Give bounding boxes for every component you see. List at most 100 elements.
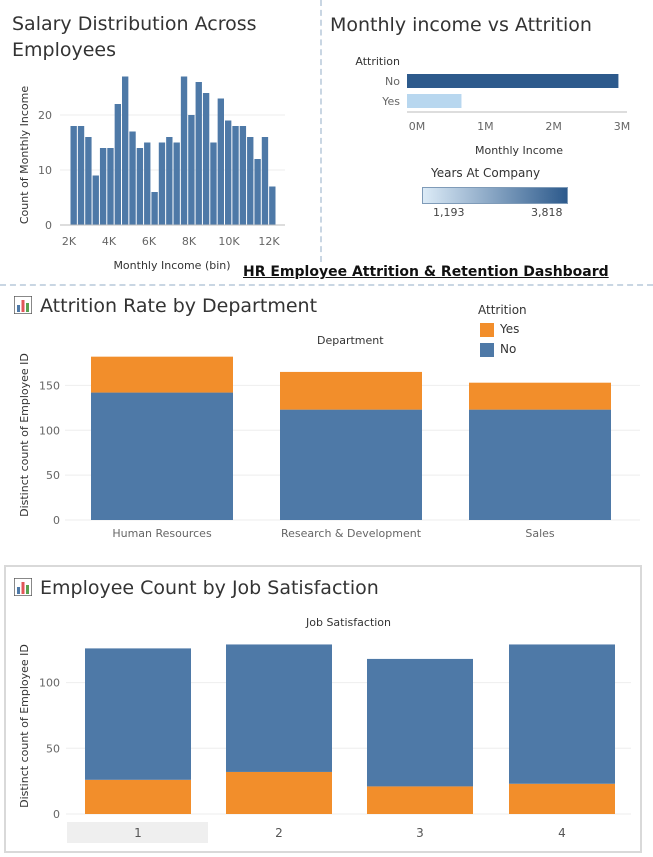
job-category-label: 3 [416, 826, 424, 840]
hist-y-tick: 0 [45, 219, 52, 232]
income-x-tick: 1M [477, 120, 494, 133]
dept-category-label: Research & Development [281, 527, 422, 540]
hist-bar[interactable] [85, 137, 92, 225]
dept-bar-yes[interactable] [469, 382, 611, 410]
legend-item-yes[interactable]: Yes [480, 322, 519, 337]
legend-item-no[interactable]: No [480, 342, 516, 357]
hist-bar[interactable] [92, 175, 99, 226]
hist-bar[interactable] [269, 186, 276, 226]
hist-bar[interactable] [129, 131, 136, 226]
dept-bar-no[interactable] [469, 409, 611, 520]
years-legend-min: 1,193 [433, 206, 465, 219]
department-column-header: Department [317, 334, 384, 347]
hist-bar[interactable] [158, 142, 166, 226]
job-chart-title: Employee Count by Job Satisfaction [40, 577, 379, 599]
hist-bar[interactable] [151, 192, 158, 225]
dept-bar-no[interactable] [91, 392, 233, 520]
hist-x-tick: 12K [258, 235, 280, 248]
hist-bar[interactable] [195, 82, 202, 225]
department-chart-header: Attrition Rate by Department [14, 295, 317, 317]
hist-bar[interactable] [70, 126, 77, 225]
hist-bar[interactable] [188, 115, 195, 225]
hist-y-tick: 10 [38, 164, 52, 177]
years-legend-title: Years At Company [431, 166, 541, 180]
salary-chart-title: Salary Distribution Across Employees [12, 13, 257, 61]
attrition-legend-title: Attrition [478, 303, 527, 317]
bar-chart-icon [14, 296, 32, 314]
hist-bar[interactable] [261, 137, 269, 225]
dept-y-tick: 150 [39, 379, 60, 392]
income-x-tick: 0M [409, 120, 426, 133]
bar-chart-icon [14, 578, 32, 596]
panel-divider-horizontal [0, 284, 653, 286]
hist-bar[interactable] [225, 120, 232, 226]
hist-bar[interactable] [217, 98, 224, 226]
hist-x-label: Monthly Income (bin) [113, 259, 230, 272]
dept-y-tick: 0 [53, 514, 60, 527]
job-bar-yes[interactable] [509, 783, 615, 814]
job-category-highlight[interactable] [67, 822, 208, 843]
job-bar-yes[interactable] [226, 771, 332, 814]
job-bar-no[interactable] [509, 644, 615, 784]
attrition-axis-title: Attrition [355, 55, 400, 68]
hist-x-tick: 10K [218, 235, 240, 248]
attrition-category-label: Yes [381, 95, 400, 108]
income-attrition-title: Monthly income vs Attrition [330, 14, 592, 36]
hist-bar[interactable] [122, 76, 129, 226]
dept-category-label: Sales [525, 527, 555, 540]
hist-bar[interactable] [144, 142, 151, 226]
dept-category-label: Human Resources [112, 527, 212, 540]
job-satisfaction-panel [4, 565, 642, 853]
salary-histogram[interactable]: 0 10 20 2K 4K 6K 8K 10K 12K Monthly Income (bin) C… [0, 60, 310, 280]
job-bar-no[interactable] [367, 658, 473, 787]
income-x-tick: 3M [614, 120, 631, 133]
dept-y-label: Distinct count of Employee ID [18, 353, 31, 517]
job-chart-header: Employee Count by Job Satisfaction [14, 577, 379, 599]
legend-label-yes: Yes [500, 322, 520, 336]
hist-bar[interactable] [232, 126, 239, 225]
job-bar-no[interactable] [85, 648, 191, 780]
dept-bar-no[interactable] [280, 409, 422, 520]
legend-swatch-yes [480, 322, 494, 337]
hist-bar[interactable] [166, 137, 173, 225]
job-bar-no[interactable] [226, 644, 332, 772]
dept-bar-yes[interactable] [91, 356, 233, 393]
hist-bar[interactable] [107, 148, 114, 225]
hist-y-tick: 20 [38, 109, 52, 122]
dept-y-tick: 50 [46, 469, 60, 482]
hist-x-tick: 8K [182, 235, 197, 248]
income-attrition-chart[interactable]: Attrition No Yes 0M 1M 2M 3M Monthly Income [325, 50, 650, 160]
hist-bar[interactable] [202, 93, 210, 225]
hist-bar[interactable] [77, 126, 85, 225]
legend-label-no: No [500, 342, 517, 356]
job-y-tick: 0 [53, 808, 60, 821]
job-category-label: 1 [134, 826, 142, 840]
dept-y-tick: 100 [39, 424, 60, 437]
income-x-label: Monthly Income [475, 144, 563, 157]
hist-bar[interactable] [210, 142, 217, 226]
panel-divider-vertical [320, 0, 322, 262]
income-bar[interactable] [407, 94, 462, 108]
years-gradient-bar [422, 187, 568, 204]
department-chart-title: Attrition Rate by Department [40, 295, 318, 317]
department-stacked-chart[interactable]: 0 50 100 150 Human Resources Research & Devel… [0, 345, 653, 545]
legend-swatch-no [480, 342, 494, 357]
dept-bar-yes[interactable] [280, 371, 422, 410]
hist-x-tick: 4K [102, 235, 117, 248]
hist-bar[interactable] [173, 142, 180, 226]
income-x-tick: 2M [545, 120, 562, 133]
hist-x-tick: 2K [62, 235, 77, 248]
hist-bar[interactable] [114, 104, 121, 225]
job-y-tick: 100 [39, 677, 60, 690]
job-satisfaction-stacked-chart[interactable]: 0 50 100 1 2 3 4 Distinct count of Employee ID [6, 630, 636, 848]
hist-bar[interactable] [99, 148, 107, 225]
hist-bar[interactable] [254, 159, 261, 225]
income-bar[interactable] [407, 74, 619, 88]
hist-bar[interactable] [247, 137, 254, 225]
years-legend-max: 3,818 [531, 206, 563, 219]
hist-bar[interactable] [180, 76, 188, 226]
hist-bar[interactable] [239, 126, 247, 225]
job-bar-yes[interactable] [85, 779, 191, 814]
job-bar-yes[interactable] [367, 786, 473, 814]
hist-bar[interactable] [136, 148, 144, 225]
